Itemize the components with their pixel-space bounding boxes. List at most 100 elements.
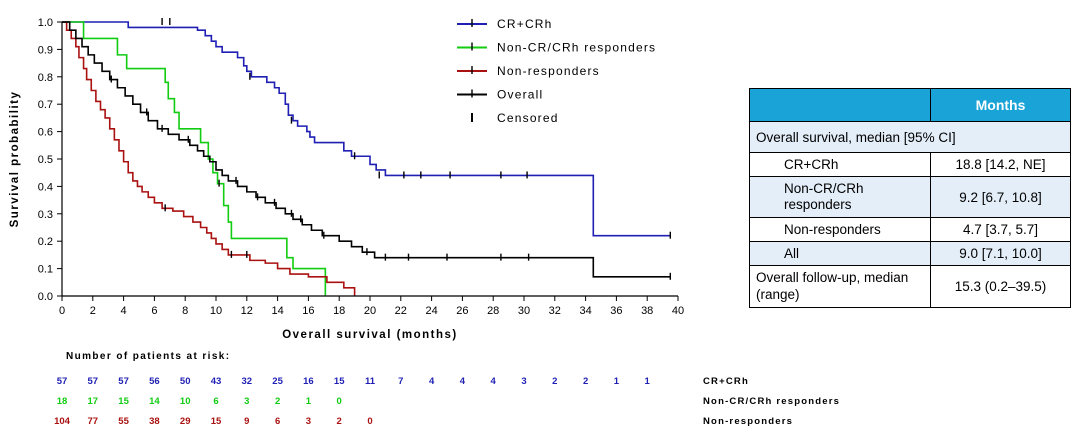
x-tick-label: 14 (271, 305, 283, 317)
summary-indent (749, 217, 766, 243)
x-tick-label: 20 (364, 305, 376, 317)
y-tick-label: 0.4 (38, 181, 53, 193)
axes: 0 2 4 6 8 10 12 14 16 18 20 22 24 26 28 30 32 34 36 38 400.0… (9, 17, 684, 341)
x-tick-label: 40 (672, 305, 684, 317)
legend: CR+CRh Non-CR/CRh responders Non-responder… (457, 17, 656, 125)
risk-count: 2 (583, 376, 588, 387)
summary-row-value: 9.2 [6.7, 10.8] (930, 175, 1071, 219)
risk-count: 1 (614, 376, 620, 387)
risk-count: 18 (57, 396, 68, 407)
risk-count: 6 (275, 416, 280, 427)
km-curve (62, 21, 327, 296)
x-tick-label: 8 (182, 305, 188, 317)
summary-row-label: CR+CRh (766, 152, 931, 177)
risk-count: 15 (118, 396, 129, 407)
x-tick-label: 16 (302, 305, 314, 317)
summary-followup-label: Overall follow-up, median (range) (749, 265, 931, 308)
risk-count: 55 (118, 416, 129, 427)
risk-row-label: Non-CR/CRh responders (703, 396, 840, 407)
risk-count: 43 (211, 376, 222, 387)
survival-summary-table: Months Overall survival, median [95% CI]… (749, 88, 1071, 308)
x-axis-title: Overall survival (months) (282, 329, 458, 341)
legend-label: Overall (497, 88, 543, 102)
summary-row-label: Non-CR/CRh responders (766, 175, 931, 219)
risk-count: 0 (337, 396, 342, 407)
risk-count: 3 (521, 376, 526, 387)
y-tick-label: 0.0 (38, 291, 53, 303)
risk-count: 15 (334, 376, 345, 387)
y-axis-title: Survival probability (9, 91, 21, 228)
km-curve (62, 21, 356, 296)
y-tick-label: 0.7 (38, 99, 53, 111)
x-tick-label: 32 (549, 305, 561, 317)
x-tick-label: 24 (425, 305, 437, 317)
summary-section-title: Overall survival, median [95% CI] (749, 121, 1071, 153)
summary-header-months: Months (930, 88, 1071, 122)
risk-count: 4 (460, 376, 466, 387)
legend-label: Non-responders (497, 64, 600, 78)
risk-count: 16 (303, 376, 314, 387)
risk-count: 6 (213, 396, 218, 407)
risk-count: 2 (552, 376, 557, 387)
risk-count: 104 (54, 416, 71, 427)
y-tick-label: 0.3 (38, 209, 53, 221)
x-tick-label: 4 (121, 305, 127, 317)
x-tick-label: 2 (90, 305, 96, 317)
x-tick-label: 34 (579, 305, 591, 317)
risk-count: 32 (242, 376, 253, 387)
risk-count: 11 (365, 376, 376, 387)
summary-header-blank (749, 88, 931, 122)
risk-count: 50 (180, 376, 191, 387)
x-tick-label: 10 (210, 305, 222, 317)
x-tick-label: 26 (456, 305, 468, 317)
risk-count: 4 (429, 376, 435, 387)
risk-count: 1 (306, 396, 312, 407)
risk-count: 25 (272, 376, 283, 387)
summary-indent (749, 152, 766, 177)
legend-label: Censored (497, 111, 559, 125)
risk-count: 3 (306, 416, 311, 427)
risk-count: 10 (180, 396, 191, 407)
summary-indent (749, 241, 766, 267)
summary-row-value: 9.0 [7.1, 10.0] (930, 241, 1071, 267)
risk-count: 38 (149, 416, 160, 427)
y-tick-label: 0.6 (38, 127, 53, 139)
risk-table-title: Number of patients at risk: (66, 351, 231, 362)
risk-count: 57 (88, 376, 99, 387)
risk-count: 29 (180, 416, 191, 427)
summary-row-label: All (766, 241, 931, 267)
x-tick-label: 28 (487, 305, 499, 317)
legend-label: CR+CRh (497, 17, 553, 31)
risk-count: 57 (57, 376, 68, 387)
y-tick-label: 0.2 (38, 236, 53, 248)
legend-label: Non-CR/CRh responders (497, 41, 656, 55)
summary-row-value: 18.8 [14.2, NE] (930, 152, 1071, 177)
risk-count: 14 (149, 396, 160, 407)
risk-count: 9 (244, 416, 249, 427)
risk-count: 3 (244, 396, 249, 407)
summary-row-label: Non-responders (766, 217, 931, 243)
x-tick-label: 6 (151, 305, 157, 317)
summary-row-value: 4.7 [3.7, 5.7] (930, 217, 1071, 243)
risk-count: 56 (149, 376, 160, 387)
risk-count: 4 (491, 376, 497, 387)
x-tick-label: 30 (518, 305, 530, 317)
y-tick-label: 0.1 (38, 264, 53, 276)
summary-followup-value: 15.3 (0.2–39.5) (930, 265, 1071, 308)
x-tick-label: 12 (241, 305, 253, 317)
y-tick-label: 0.9 (38, 44, 53, 56)
x-tick-label: 38 (641, 305, 653, 317)
plot-area (62, 18, 671, 296)
y-tick-label: 1.0 (38, 17, 53, 29)
risk-count: 2 (275, 396, 280, 407)
y-tick-label: 0.5 (38, 154, 53, 166)
risk-count: 7 (398, 376, 403, 387)
x-tick-label: 22 (395, 305, 407, 317)
summary-indent (749, 175, 766, 219)
x-tick-label: 36 (610, 305, 622, 317)
risk-count: 77 (88, 416, 99, 427)
risk-count: 57 (118, 376, 129, 387)
risk-row-label: Non-responders (703, 416, 793, 427)
km-curve (62, 21, 671, 278)
